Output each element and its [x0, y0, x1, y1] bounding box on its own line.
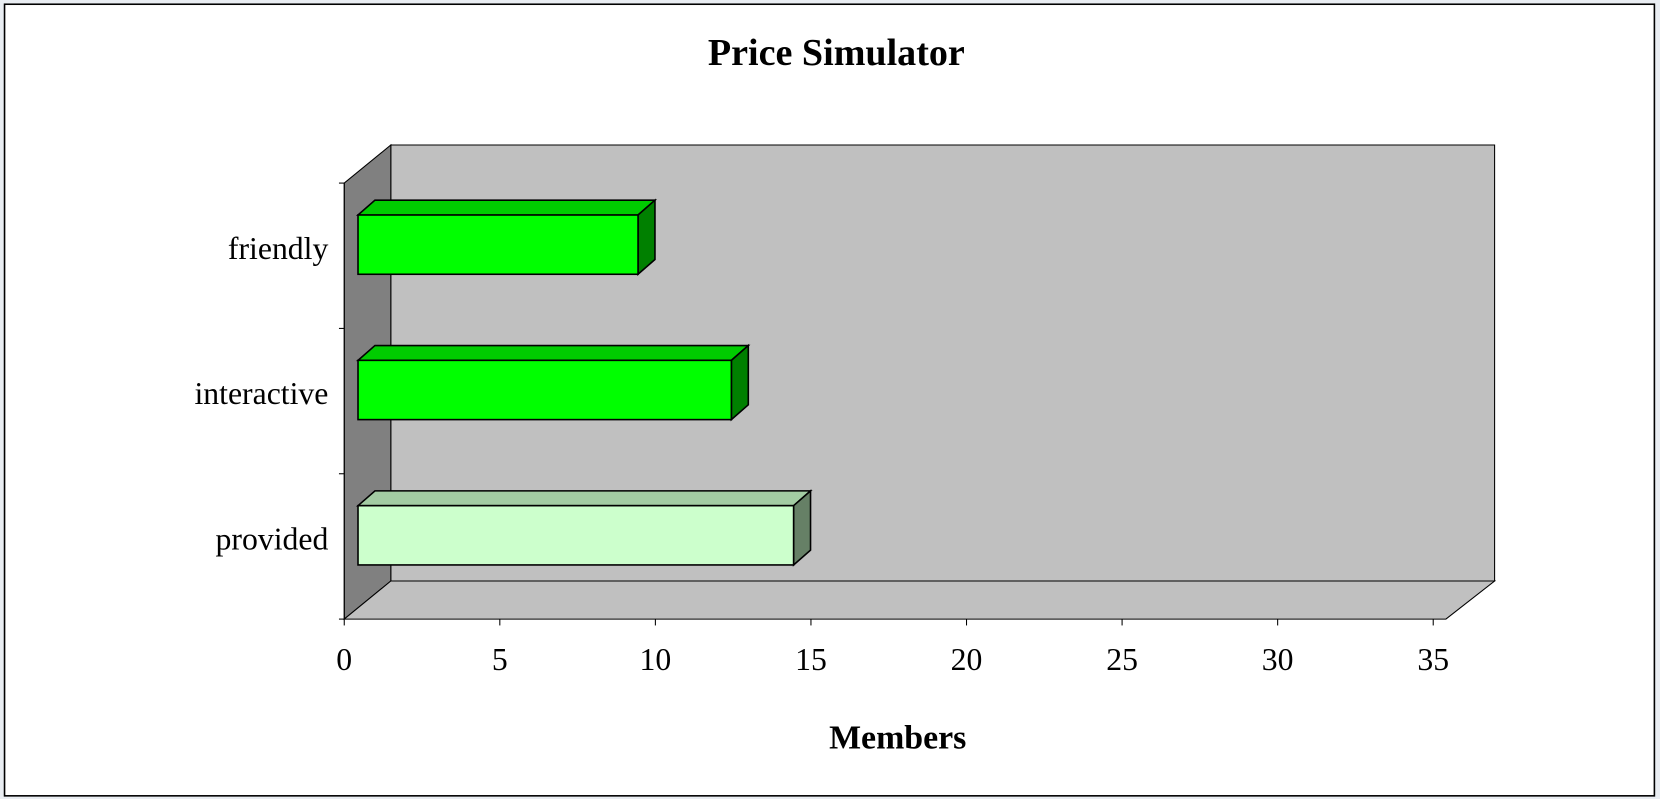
x-tick-label: 30: [1262, 642, 1294, 677]
y-tick-label: friendly: [228, 231, 329, 266]
bar: [357, 214, 639, 276]
x-tick-label: 25: [1106, 642, 1138, 677]
x-tick-label: 5: [492, 642, 508, 677]
bar-top: [355, 490, 813, 507]
x-tick-label: 10: [640, 642, 672, 677]
y-tick-label: provided: [216, 521, 329, 556]
x-axis-title: Members: [829, 720, 966, 757]
bar: [357, 504, 795, 566]
bar-top: [355, 344, 751, 362]
bar-top: [355, 199, 658, 216]
x-tick-label: 35: [1417, 642, 1449, 677]
chart-title: Price Simulator: [708, 32, 965, 74]
bar: [357, 359, 733, 421]
y-tick-label: interactive: [194, 376, 328, 411]
x-tick-label: 0: [336, 642, 352, 677]
x-tick-label: 15: [795, 642, 827, 677]
floor: [342, 580, 1497, 620]
x-tick-label: 20: [951, 642, 983, 677]
